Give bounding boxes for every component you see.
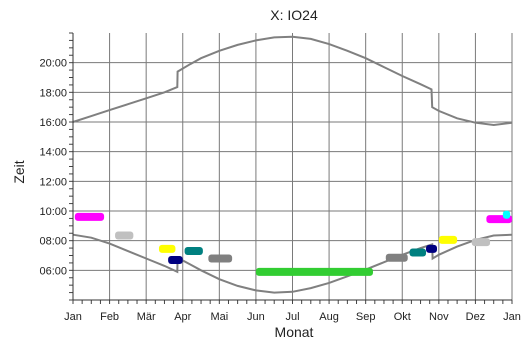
- x-tick-label: Feb: [100, 311, 119, 323]
- data-markers: [74, 210, 512, 276]
- data-marker: [168, 255, 183, 264]
- y-tick-label: 14:00: [39, 147, 67, 159]
- x-tick-label: Sep: [356, 311, 376, 323]
- x-tick-label: Mär: [137, 311, 156, 323]
- y-tick-label: 20:00: [39, 58, 67, 70]
- data-marker: [158, 244, 176, 253]
- axes: Jan Feb Mär Apr Mai Jun Jul Aug Sep Okt Nov Dez Jan 0…: [39, 32, 521, 323]
- series-lines: [72, 35, 513, 294]
- x-axis-label: Monat: [275, 324, 314, 340]
- data-marker: [115, 231, 134, 240]
- x-tick-label: Nov: [429, 311, 449, 323]
- x-tick-label: Okt: [394, 311, 411, 323]
- x-tick-label: Dez: [466, 311, 486, 323]
- grid-lines: [72, 33, 513, 300]
- data-marker: [409, 248, 427, 257]
- series-line-2: [72, 233, 513, 294]
- y-tick-label: 16:00: [39, 117, 67, 129]
- data-marker: [385, 253, 408, 262]
- y-tick-label: 12:00: [39, 176, 67, 188]
- y-tick-label: 10:00: [39, 206, 67, 218]
- x-tick-label: Mai: [210, 311, 228, 323]
- x-tick-label: Aug: [319, 311, 339, 323]
- x-tick-label: Jan: [64, 311, 82, 323]
- data-marker: [502, 210, 511, 219]
- data-marker: [74, 212, 105, 221]
- y-axis-label: Zeit: [11, 160, 27, 183]
- y-tick-label: 08:00: [39, 236, 67, 248]
- data-marker: [426, 244, 438, 253]
- data-marker: [438, 235, 458, 244]
- data-marker: [471, 238, 491, 247]
- series-line-1: [72, 35, 513, 127]
- data-marker: [255, 267, 373, 276]
- chart-title: X: IO24: [270, 7, 318, 23]
- x-tick-label: Apr: [174, 311, 191, 323]
- x-tick-label: Jan: [503, 311, 521, 323]
- x-tick-label: Jul: [285, 311, 299, 323]
- y-tick-label: 06:00: [39, 265, 67, 277]
- data-marker: [184, 247, 203, 256]
- y-tick-label: 18:00: [39, 87, 67, 99]
- x-tick-label: Jun: [247, 311, 265, 323]
- data-marker: [208, 254, 233, 263]
